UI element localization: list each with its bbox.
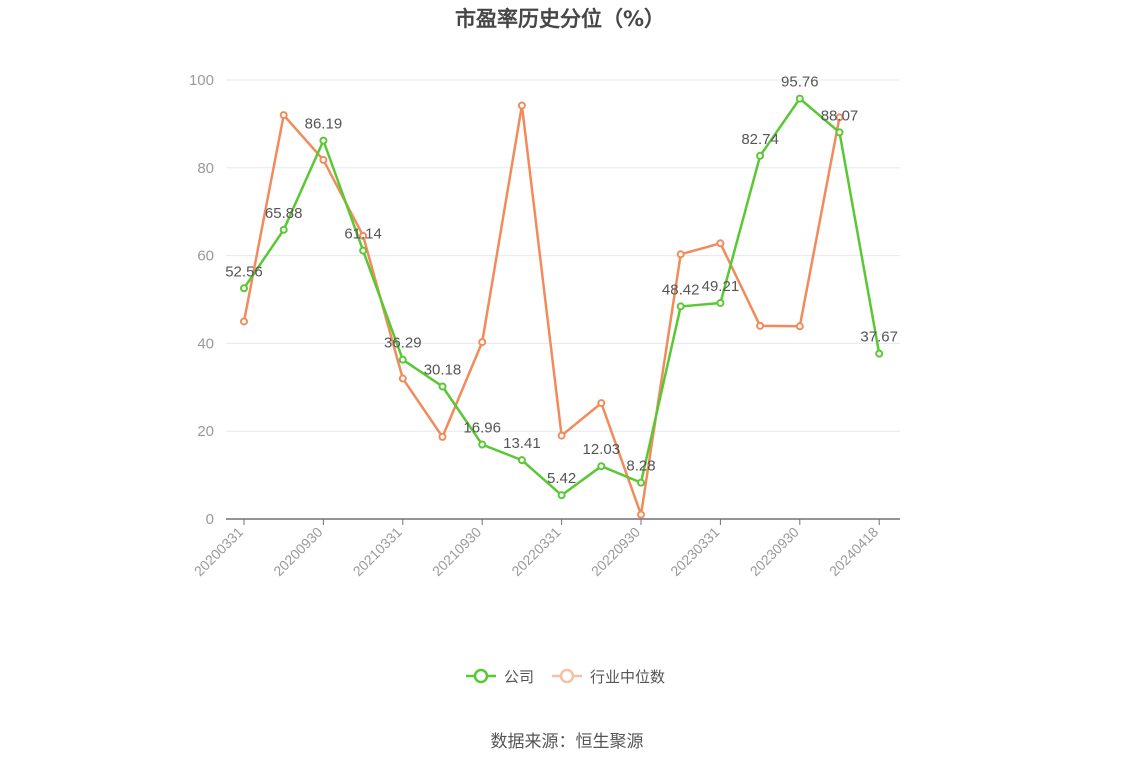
x-tick-label: 20210930 [429,524,485,580]
industry-median-data-point[interactable] [835,113,844,122]
company-data-label: 65.88 [265,205,303,222]
company-data-label: 61.14 [344,226,382,243]
industry-median-data-point[interactable] [597,399,606,408]
company-data-point[interactable] [795,94,804,103]
x-tick-label: 20220930 [588,524,644,580]
legend-marker-icon [559,668,575,684]
company-data-point[interactable] [875,349,884,358]
company-data-label: 86.19 [305,116,343,133]
x-tick-label: 20200331 [191,524,247,580]
legend-item-company[interactable]: 公司 [466,668,534,686]
industry-median-data-point[interactable] [279,111,288,120]
industry-median-data-point[interactable] [716,239,725,248]
y-tick-label: 20 [197,423,214,440]
company-data-label: 49.21 [702,278,740,295]
legend-marker-icon [473,668,489,684]
company-data-label: 8.28 [626,458,655,475]
legend[interactable]: 公司 行业中位数 [466,668,665,686]
legend-item-industry-median[interactable]: 行业中位数 [552,668,665,686]
company-data-point[interactable] [835,128,844,137]
y-tick-label: 0 [206,511,214,528]
company-data-label: 95.76 [781,74,819,91]
industry-median-data-point[interactable] [637,510,645,519]
company-data-point[interactable] [359,246,368,255]
industry-median-data-point[interactable] [517,101,526,110]
company-data-label: 82.74 [741,131,779,148]
company-data-label: 48.42 [662,281,700,298]
y-tick-label: 80 [197,160,214,177]
legend-label: 行业中位数 [590,668,665,686]
x-tick-label: 20220331 [508,524,564,580]
y-tick-label: 40 [197,335,214,352]
company-data-label: 52.56 [225,263,263,280]
company-data-point[interactable] [279,225,288,234]
company-data-point[interactable] [517,456,526,465]
x-tick-label: 20230930 [747,524,803,580]
company-data-label: 16.96 [463,420,501,437]
legend-label: 公司 [504,668,534,686]
company-data-label: 88.07 [821,107,859,124]
industry-median-data-point[interactable] [795,322,804,331]
company-data-point[interactable] [398,355,407,364]
industry-median-data-point[interactable] [359,231,368,240]
company-data-point[interactable] [676,302,685,311]
data-source-note: 数据来源：恒生聚源 [491,732,644,752]
industry-median-data-point[interactable] [438,432,447,441]
company-data-point[interactable] [597,462,606,471]
company-data-point[interactable] [319,136,328,145]
company-data-label: 30.18 [424,362,462,379]
company-data-point[interactable] [478,440,487,449]
series-layer [240,94,884,519]
y-tick-label: 100 [189,72,214,89]
company-data-label: 12.03 [583,441,621,458]
company-data-point[interactable] [240,284,248,293]
company-data-label: 36.29 [384,335,422,352]
industry-median-data-point[interactable] [676,250,685,259]
company-data-point[interactable] [438,382,447,391]
company-data-label: 13.41 [503,435,541,452]
x-tick-label: 20200930 [270,524,326,580]
x-tick-label: 20240418 [826,524,882,580]
y-tick-label: 60 [197,248,214,265]
company-data-point[interactable] [637,478,645,487]
industry-median-data-point[interactable] [478,338,487,347]
industry-median-data-point[interactable] [240,317,248,326]
x-tick-label: 20230331 [667,524,723,580]
company-data-point[interactable] [716,298,725,307]
industry-median-data-point[interactable] [557,431,566,440]
company-data-label: 5.42 [547,470,576,487]
industry-median-data-point[interactable] [398,374,407,383]
x-tick-label: 20210331 [350,524,406,580]
chart-title: 市盈率历史分位（%） [455,7,665,31]
industry-median-data-point[interactable] [319,155,328,164]
grid [226,79,900,432]
industry-median-data-point[interactable] [756,321,765,330]
company-data-label: 37.67 [860,329,898,346]
company-data-point[interactable] [557,491,566,500]
company-data-point[interactable] [756,151,765,160]
